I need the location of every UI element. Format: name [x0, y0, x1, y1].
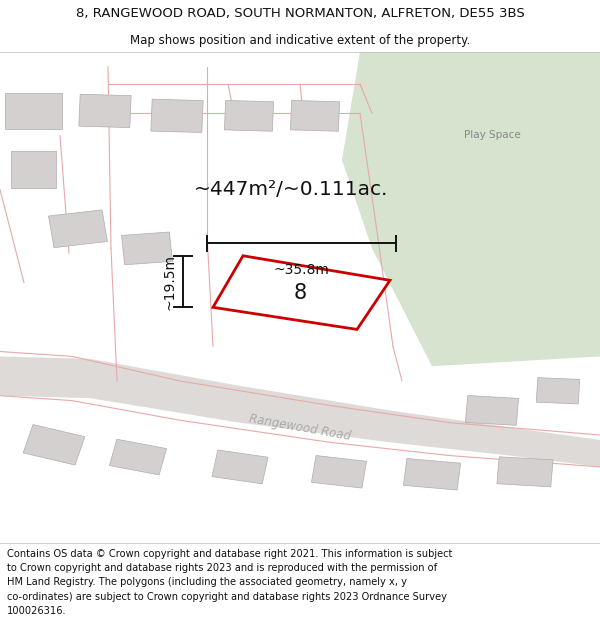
Text: to Crown copyright and database rights 2023 and is reproduced with the permissio: to Crown copyright and database rights 2… [7, 563, 437, 573]
Polygon shape [49, 210, 107, 248]
Text: 8, RANGEWOOD ROAD, SOUTH NORMANTON, ALFRETON, DE55 3BS: 8, RANGEWOOD ROAD, SOUTH NORMANTON, ALFR… [76, 6, 524, 19]
Polygon shape [109, 439, 167, 475]
Text: 8: 8 [293, 282, 307, 302]
Text: Contains OS data © Crown copyright and database right 2021. This information is : Contains OS data © Crown copyright and d… [7, 549, 452, 559]
Polygon shape [212, 450, 268, 484]
Polygon shape [290, 101, 340, 131]
Polygon shape [466, 396, 518, 426]
Polygon shape [11, 151, 56, 188]
Polygon shape [224, 101, 274, 131]
Polygon shape [536, 378, 580, 404]
Polygon shape [403, 459, 461, 490]
Polygon shape [151, 99, 203, 132]
Polygon shape [311, 456, 367, 488]
Text: ~19.5m: ~19.5m [163, 254, 177, 309]
Text: ~35.8m: ~35.8m [274, 263, 329, 277]
Text: Play Space: Play Space [464, 131, 520, 141]
Polygon shape [342, 52, 600, 366]
Polygon shape [0, 356, 600, 467]
Text: Rangewood Road: Rangewood Road [248, 412, 352, 443]
Polygon shape [122, 232, 172, 265]
Text: ~447m²/~0.111ac.: ~447m²/~0.111ac. [194, 180, 388, 199]
Polygon shape [23, 424, 85, 465]
Polygon shape [497, 457, 553, 487]
Text: HM Land Registry. The polygons (including the associated geometry, namely x, y: HM Land Registry. The polygons (includin… [7, 578, 407, 587]
Polygon shape [213, 256, 390, 329]
Text: 100026316.: 100026316. [7, 606, 67, 616]
Text: Map shows position and indicative extent of the property.: Map shows position and indicative extent… [130, 34, 470, 47]
Text: co-ordinates) are subject to Crown copyright and database rights 2023 Ordnance S: co-ordinates) are subject to Crown copyr… [7, 592, 447, 602]
Polygon shape [79, 94, 131, 128]
Polygon shape [5, 92, 62, 129]
